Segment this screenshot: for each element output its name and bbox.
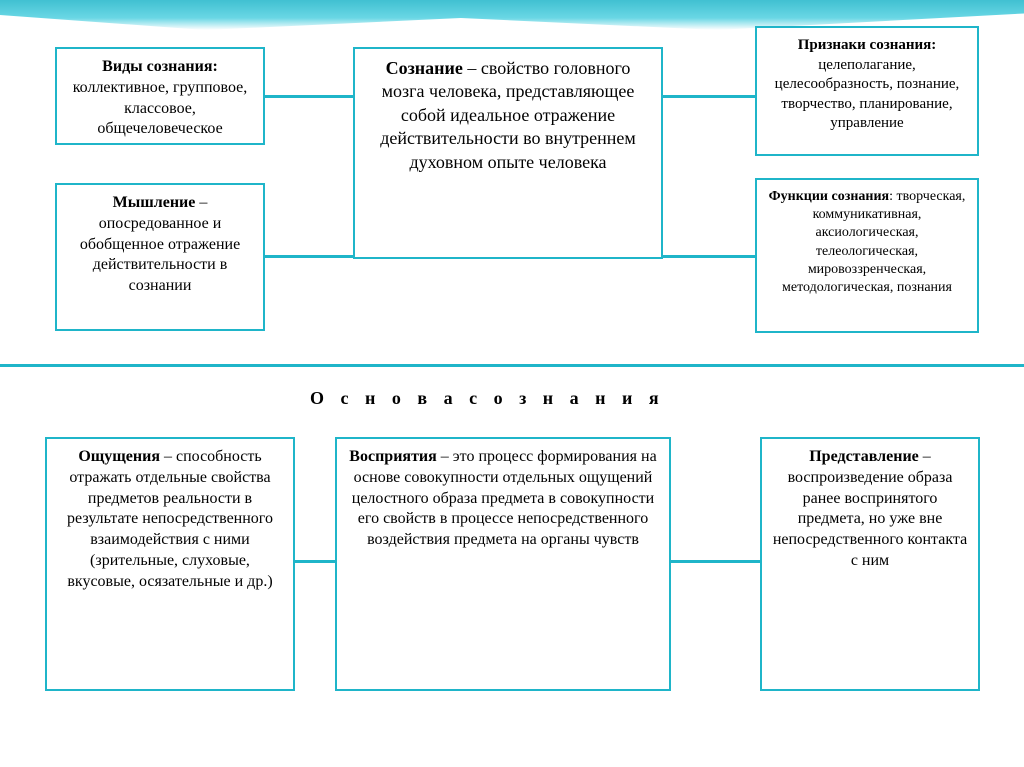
box-functions-title: Функции сознания [769, 189, 889, 204]
box-sensations: Ощущения – способность отражать отдельны… [45, 437, 295, 691]
box-functions: Функции сознания: творческая, коммуникат… [755, 178, 979, 333]
box-consciousness-title: Сознание [386, 58, 463, 78]
connector-line [663, 255, 755, 258]
box-perceptions: Восприятия – это процесс формирования на… [335, 437, 671, 691]
box-thinking-title: Мышление [113, 194, 196, 211]
box-sensations-title: Ощущения [78, 448, 160, 465]
box-types-body: коллективное, групповое, классовое, обще… [73, 79, 248, 138]
box-representation-body: – воспроизведение образа ранее воспринят… [773, 448, 967, 569]
box-functions-body: : творческая, коммуникативная, аксиологи… [782, 189, 965, 295]
connector-line [265, 95, 353, 98]
box-signs-body: целеполагание, целесообразность, познани… [775, 57, 960, 132]
connector-line [295, 560, 335, 563]
box-representation-title: Представление [809, 448, 919, 465]
connector-line [265, 255, 353, 258]
box-sensations-body: – способность отражать отдельные свойств… [67, 448, 273, 590]
box-representation: Представление – воспроизведение образа р… [760, 437, 980, 691]
box-types: Виды сознания: коллективное, групповое, … [55, 47, 265, 145]
box-consciousness: Сознание – свойство головного мозга чело… [353, 47, 663, 259]
box-perceptions-title: Восприятия [349, 448, 437, 465]
box-signs: Признаки сознания: целеполагание, целесо… [755, 26, 979, 156]
box-types-title: Виды сознания: [102, 58, 218, 75]
connector-line [663, 95, 755, 98]
connector-line [0, 364, 1024, 367]
box-signs-title: Признаки сознания: [798, 37, 937, 53]
connector-line [671, 560, 760, 563]
section-title: О с н о в а с о з н а н и я [310, 388, 665, 409]
box-thinking: Мышление – опосредованное и обобщенное о… [55, 183, 265, 331]
